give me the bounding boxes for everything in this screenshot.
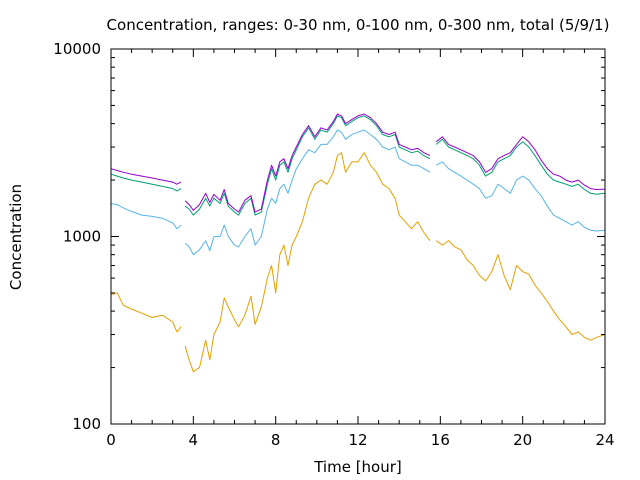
series-2-line-segment-2: [184, 129, 431, 256]
series-1-line-segment-1: [110, 292, 182, 333]
series-3-line-segment-2: [184, 115, 431, 216]
y-tick-label: 10000: [53, 40, 101, 58]
series-layer: [110, 113, 606, 373]
series-4-line-segment-2: [184, 113, 431, 213]
x-tick-label: 12: [348, 431, 367, 449]
y-tick-label: 100: [72, 415, 101, 433]
y-tick-label: 1000: [63, 228, 101, 246]
y-axis-label: Concentration: [7, 184, 25, 290]
series-2-line-segment-1: [110, 203, 182, 230]
series-1-line-segment-2: [184, 152, 431, 373]
x-tick-label: 16: [431, 431, 450, 449]
series-3-line-segment-1: [110, 173, 182, 192]
x-tick-label: 24: [595, 431, 614, 449]
x-tick-label: 4: [189, 431, 199, 449]
x-tick-label: 8: [271, 431, 281, 449]
series-1-line-segment-3: [435, 240, 606, 341]
plot-frame: [110, 48, 606, 425]
x-tick-label: 20: [513, 431, 532, 449]
chart-title: Concentration, ranges: 0-30 nm, 0-100 nm…: [107, 16, 610, 34]
x-tick-label: 0: [106, 431, 116, 449]
series-3-line-segment-3: [435, 138, 606, 195]
series-4-line-segment-1: [110, 168, 182, 185]
series-2-line-segment-3: [435, 161, 606, 232]
series-4-line-segment-3: [435, 136, 606, 190]
x-axis-label: Time [hour]: [313, 458, 402, 476]
